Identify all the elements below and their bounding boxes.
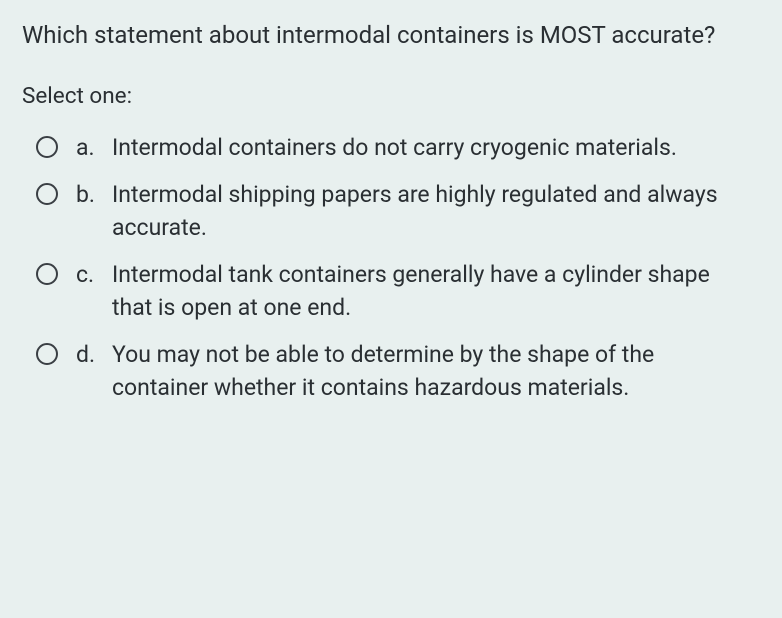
radio-icon[interactable] [36,343,58,365]
option-text: Intermodal containers do not carry cryog… [112,131,760,164]
question-text: Which statement about intermodal contain… [22,18,760,53]
option-letter: a. [76,131,112,164]
option-letter: c. [76,258,112,291]
option-text: You may not be able to determine by the … [112,338,760,404]
question-container: Which statement about intermodal contain… [0,0,782,441]
option-text: Intermodal shipping papers are highly re… [112,178,760,244]
option-a[interactable]: a. Intermodal containers do not carry cr… [36,131,760,164]
radio-icon[interactable] [36,263,58,285]
option-letter: b. [76,178,112,211]
options-list: a. Intermodal containers do not carry cr… [22,131,760,405]
option-d[interactable]: d. You may not be able to determine by t… [36,338,760,404]
option-text: Intermodal tank containers generally hav… [112,258,760,324]
option-b[interactable]: b. Intermodal shipping papers are highly… [36,178,760,244]
radio-icon[interactable] [36,183,58,205]
option-letter: d. [76,338,112,371]
radio-icon[interactable] [36,136,58,158]
option-c[interactable]: c. Intermodal tank containers generally … [36,258,760,324]
select-one-label: Select one: [22,83,760,109]
